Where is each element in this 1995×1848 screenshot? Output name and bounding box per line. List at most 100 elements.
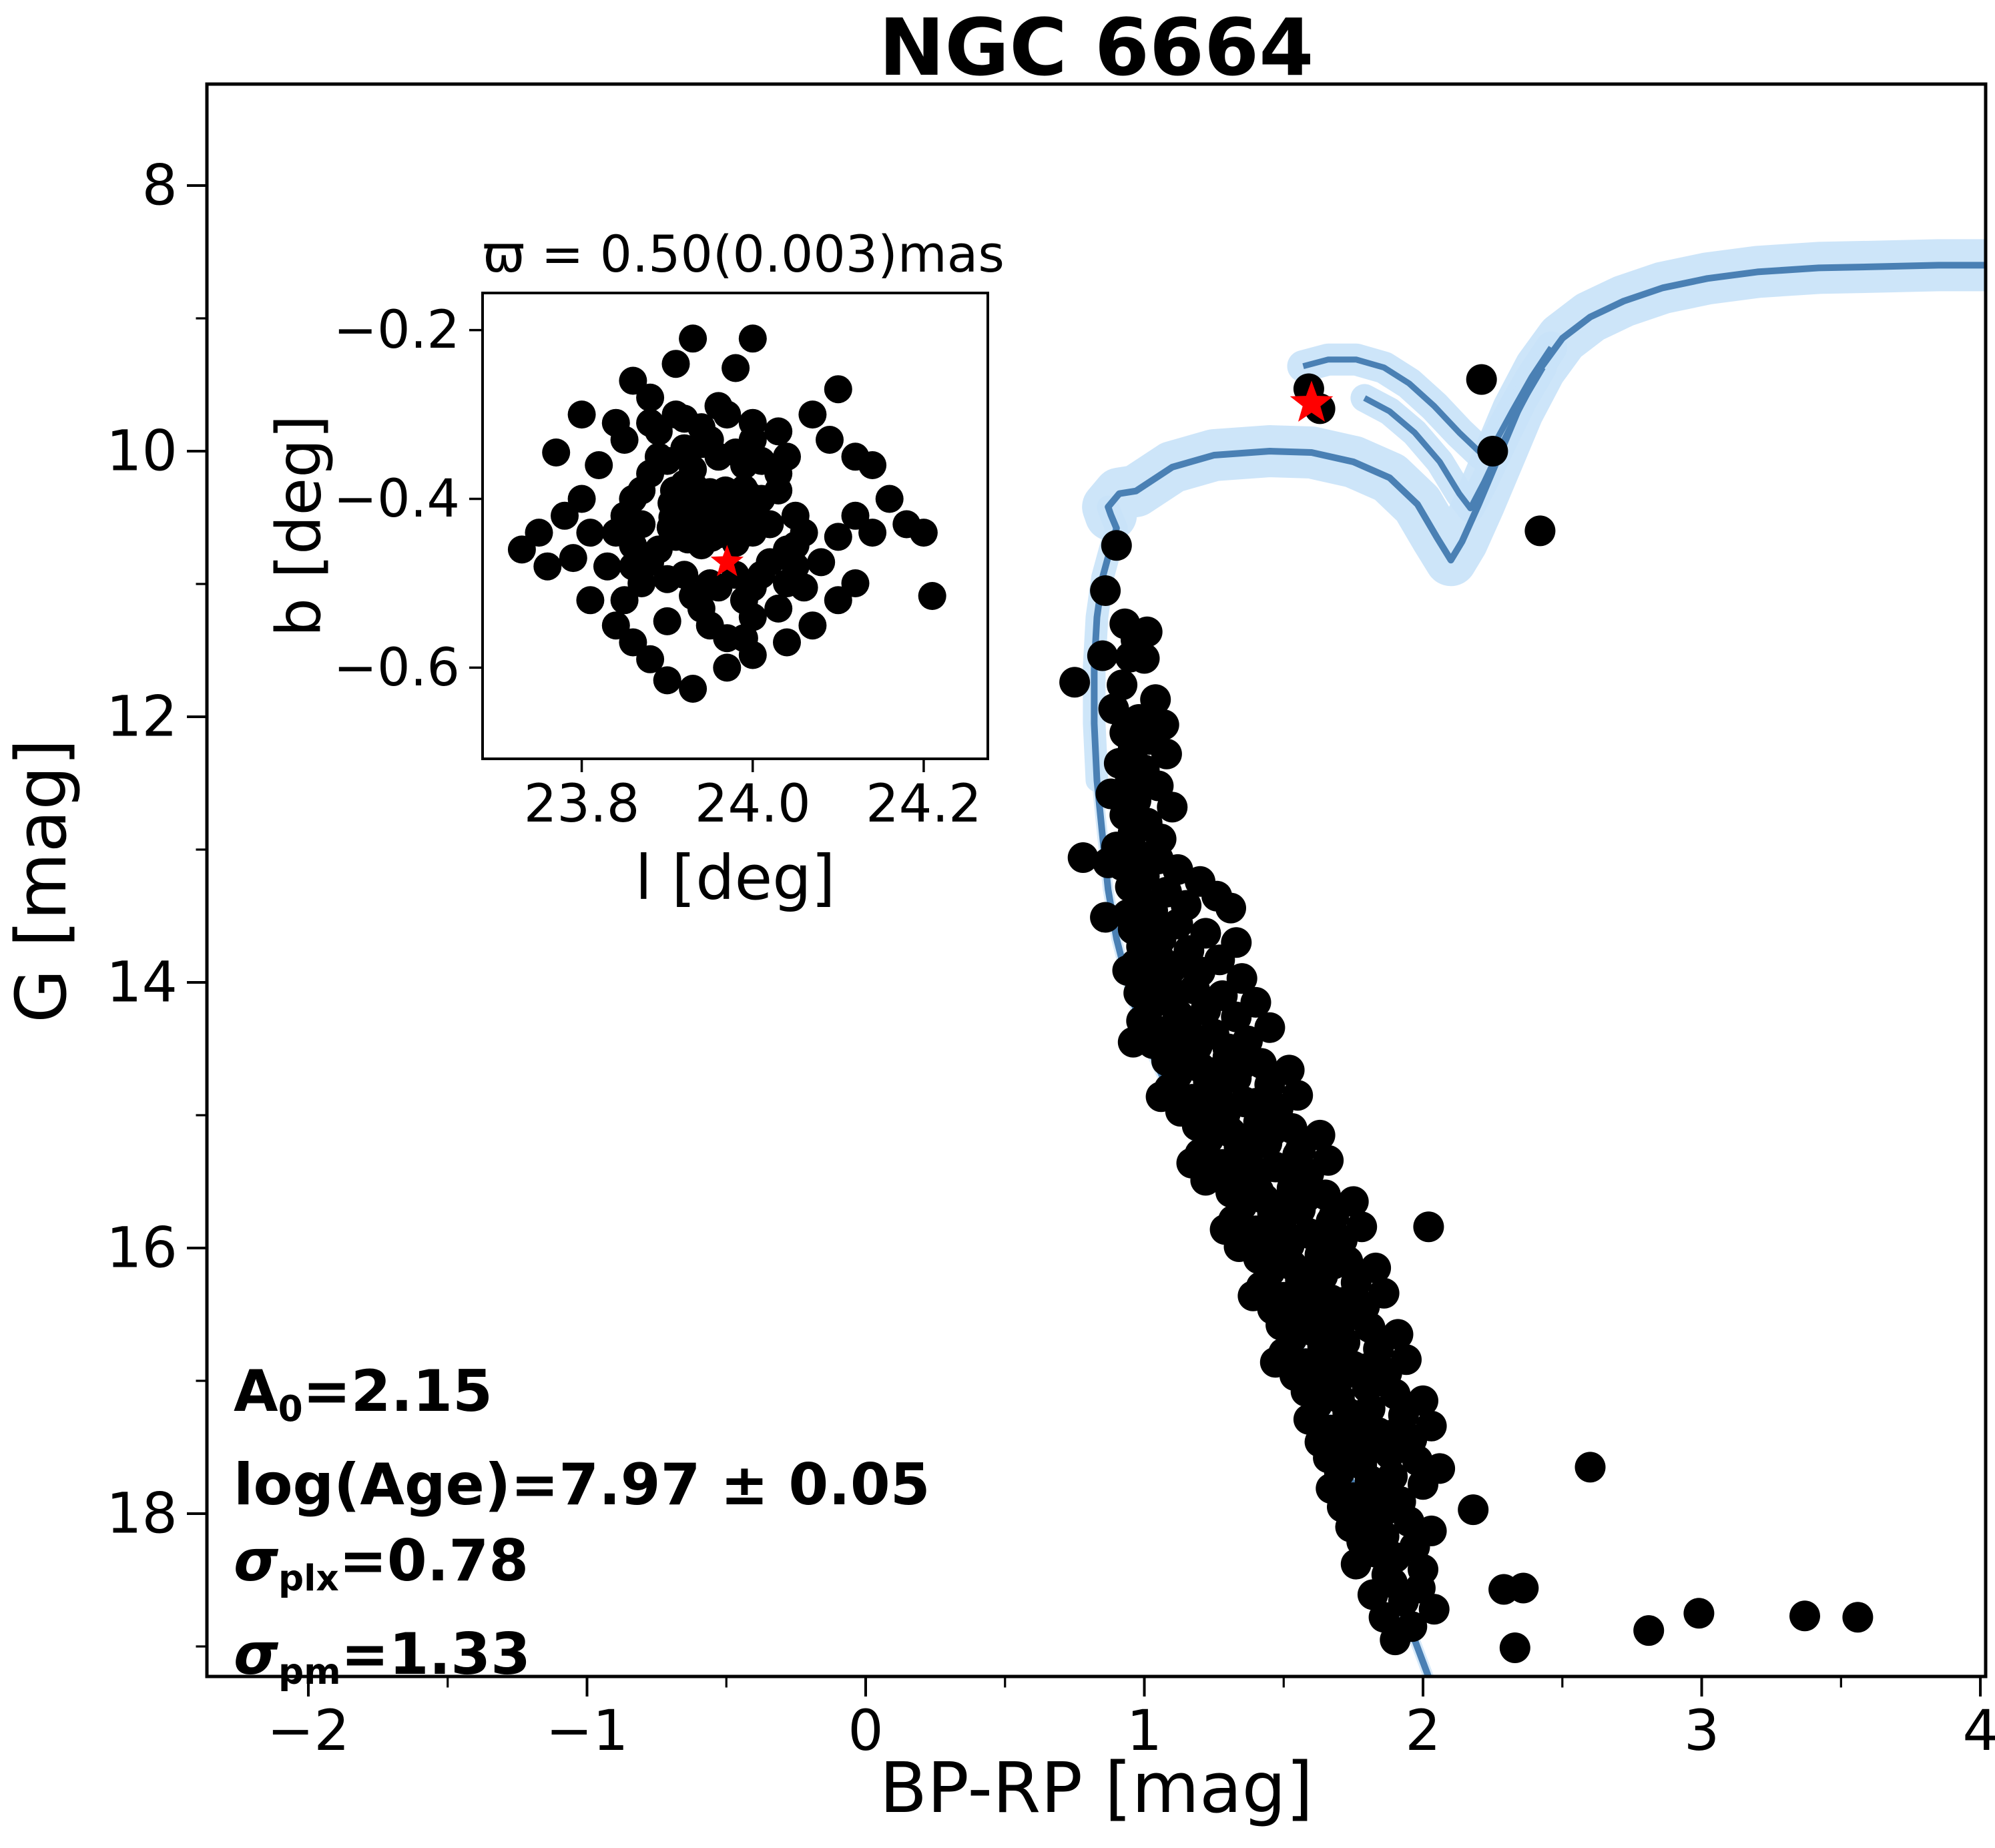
inset-scatter-point <box>610 586 639 615</box>
scatter-point <box>1098 693 1129 725</box>
inset-scatter-point <box>875 485 904 513</box>
scatter-point <box>1477 436 1508 467</box>
inset-scatter-point <box>807 548 836 577</box>
inset-y-axis-label: b [deg] <box>263 414 335 637</box>
scatter-point <box>1165 1004 1196 1035</box>
scatter-point <box>1683 1598 1715 1629</box>
inset-scatter-point <box>781 531 810 560</box>
inset-scatter-point <box>858 451 887 479</box>
x-tick-label: 24.0 <box>695 774 811 834</box>
annotation-text: log(Age)=7.97 ± 0.05 <box>234 1451 930 1518</box>
target-star-marker <box>1290 380 1334 422</box>
inset-scatter-point <box>661 350 690 378</box>
inset-scatter-point <box>841 501 870 530</box>
scatter-point <box>1179 1042 1210 1074</box>
inset-scatter-point <box>918 582 946 610</box>
main-axes-frame <box>205 82 1988 1678</box>
inset-scatter-point <box>653 607 681 635</box>
inset-scatter-point <box>551 501 579 530</box>
x-tick-label: 24.2 <box>866 774 982 834</box>
annotation-subscript: pm <box>278 1650 341 1692</box>
x-tick-label: 2 <box>1405 1698 1440 1763</box>
inset-scatter-point <box>858 519 887 547</box>
scatter-point <box>1259 1347 1291 1378</box>
inset-scatter-point <box>542 438 571 467</box>
scatter-point <box>1508 1572 1539 1604</box>
inset-scatter-point <box>601 611 630 640</box>
inset-scatter-point <box>816 426 844 454</box>
scatter-point <box>1254 1012 1286 1043</box>
inset-axes-frame <box>481 292 989 760</box>
inset-scatter-point <box>841 569 870 597</box>
scatter-point <box>1151 738 1182 769</box>
inset-scatter-point <box>824 375 852 404</box>
y-tick-label: −0.2 <box>334 300 460 360</box>
scatter-point <box>1090 902 1121 933</box>
inset-target-star-marker <box>710 545 744 577</box>
y-axis-label: G [mag] <box>1 739 82 1023</box>
annotation-text: =2.15 <box>302 1358 493 1425</box>
scatter-point <box>1059 667 1091 698</box>
main-axes-plot-area <box>1059 239 1986 1676</box>
scatter-point <box>1157 792 1188 823</box>
scatter-point <box>1413 1211 1444 1243</box>
scatter-point <box>1209 1109 1241 1140</box>
inset-scatter-point <box>644 417 673 446</box>
scatter-point <box>1310 1324 1341 1355</box>
annotation-text: σ <box>234 1527 278 1594</box>
x-tick-label: −2 <box>267 1698 350 1763</box>
annotation-text: σ <box>234 1620 278 1688</box>
scatter-point <box>1318 1248 1350 1279</box>
scatter-point <box>1842 1602 1874 1633</box>
scatter-point <box>1221 1001 1252 1032</box>
scatter-point <box>1458 1494 1489 1526</box>
inset-scatter-point <box>619 531 647 560</box>
inset-scatter-point <box>585 451 613 479</box>
annotation-text: A <box>234 1358 278 1425</box>
inset-scatter-point <box>525 519 553 547</box>
y-tick-label: 18 <box>106 1481 178 1546</box>
scatter-point <box>1107 669 1138 701</box>
inset-scatter-point <box>824 586 852 615</box>
isochrone-offshoot-line <box>1302 346 1554 457</box>
scatter-point <box>1067 842 1099 873</box>
scatter-point <box>1190 1165 1221 1196</box>
inset-scatter-point <box>653 446 681 475</box>
annotation-subscript: 0 <box>278 1388 303 1430</box>
inset-scatter-point <box>730 624 758 653</box>
scatter-point <box>1271 1242 1302 1273</box>
inset-scatter-point <box>507 535 536 564</box>
inset-scatter-point <box>679 675 707 703</box>
inset-scatter-point <box>636 645 665 673</box>
inset-scatter-point <box>722 354 750 382</box>
inset-scatter-point <box>670 404 699 433</box>
scatter-point <box>1633 1615 1665 1646</box>
inset-x-axis-label: l [deg] <box>635 842 836 914</box>
scatter-point <box>1524 515 1556 547</box>
scatter-point <box>1101 530 1132 561</box>
x-tick-label: 23.8 <box>524 774 640 834</box>
inset-scatter-point <box>653 565 681 593</box>
inset-scatter-point <box>738 324 767 353</box>
inset-scatter-point <box>619 628 647 657</box>
inset-scatter-point <box>756 510 784 539</box>
x-tick-label: −1 <box>546 1698 629 1763</box>
inset-scatter-point <box>798 400 827 429</box>
inset-scatter-point <box>704 392 733 420</box>
inset-scatter-point <box>764 417 793 446</box>
scatter-point <box>1117 1026 1149 1058</box>
annotation-subscript: plx <box>278 1557 339 1599</box>
page-title: NGC 6664 <box>878 1 1314 93</box>
x-tick-label: 4 <box>1962 1698 1995 1763</box>
y-tick-label: 14 <box>106 950 178 1015</box>
inset-scatter-point <box>738 408 767 437</box>
y-tick-label: 12 <box>106 684 178 749</box>
scatter-point <box>1243 1175 1274 1207</box>
annotation-line: log(Age)=7.97 ± 0.05 <box>234 1447 930 1523</box>
scatter-point <box>1087 640 1118 671</box>
inset-scatter-point <box>619 552 647 581</box>
annotation-line: σpm=1.33 <box>234 1616 930 1710</box>
annotation-text: =1.33 <box>340 1620 531 1688</box>
